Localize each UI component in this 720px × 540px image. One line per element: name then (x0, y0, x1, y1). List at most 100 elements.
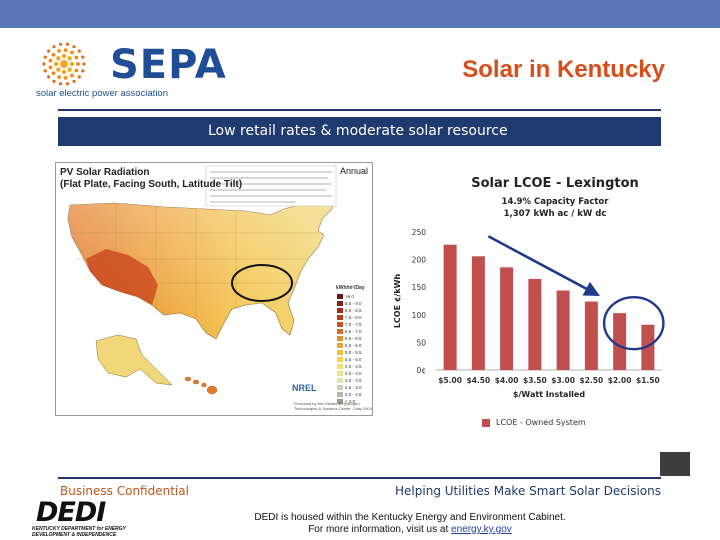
map-legend-label: 6.0 - 6.5 (345, 336, 362, 341)
kentucky-highlight-circle (231, 264, 293, 302)
map-legend-row: 8.0 - 8.5 (337, 307, 367, 314)
map-legend-row: 3.0 - 3.5 (337, 377, 367, 384)
lcoe-bar-chart: 0¢ 50 100 150 200 250 LCOE ¢/kWh $5.00 $4.50 $4.0… (393, 228, 665, 399)
bar-500 (443, 244, 457, 370)
map-title: PV Solar Radiation (Flat Plate, Facing S… (60, 167, 243, 190)
map-legend-swatch (337, 350, 343, 355)
x-axis-label: $/Watt Installed (513, 390, 585, 399)
map-legend-row: 6.5 - 7.0 (337, 328, 367, 335)
map-annual-label: Annual (339, 166, 368, 176)
map-legend-label: 2.5 - 3.0 (345, 385, 362, 390)
top-accent-bar (0, 0, 720, 28)
chart-title: Solar LCOE - Lexington (471, 176, 639, 191)
bottom-info-line2: For more information, visit us at energy… (308, 524, 512, 535)
map-legend-label: 4.5 - 5.0 (345, 357, 362, 362)
map-legend-swatch (337, 329, 343, 334)
x-tick-label: $5.00 (438, 376, 462, 385)
alaska-shape (95, 334, 173, 386)
map-legend-swatch (337, 392, 343, 397)
sun-icon (42, 42, 86, 86)
sepa-logo: SEPA solar electric power association (36, 40, 226, 102)
map-legend-row: < 2.0 (337, 398, 367, 405)
bar-250 (584, 301, 598, 370)
map-legend-swatch (337, 399, 343, 404)
low-cost-highlight-circle (602, 295, 665, 351)
solar-radiation-map: PV Solar Radiation (Flat Plate, Facing S… (55, 162, 373, 416)
bar-300 (556, 290, 570, 370)
energy-website-link[interactable]: energy.ky.gov (451, 524, 512, 535)
y-tick-label: 0¢ (416, 366, 426, 375)
map-legend-swatch (337, 357, 343, 362)
map-credit: Produced by the Electric & Hydrogen Tech… (294, 401, 372, 411)
dedi-wordmark: DEDI (36, 497, 106, 528)
chart-subtitle-capacity: 14.9% Capacity Factor (501, 197, 609, 207)
trend-arrow (487, 235, 600, 297)
map-legend-label: 8.5 - 9.0 (345, 301, 362, 306)
map-legend-label: 3.0 - 3.5 (345, 378, 362, 383)
x-tick-label: $2.50 (580, 376, 604, 385)
footer-divider (58, 477, 661, 479)
y-tick-label: 250 (412, 228, 427, 237)
map-legend-row: 4.5 - 5.0 (337, 356, 367, 363)
map-legend-row: 5.5 - 6.0 (337, 342, 367, 349)
map-legend-swatch (337, 315, 343, 320)
y-tick-label: 150 (412, 283, 427, 292)
y-tick-label: 100 (412, 311, 427, 320)
subtitle-banner: Low retail rates & moderate solar resour… (58, 117, 661, 146)
dedi-subtitle: KENTUCKY DEPARTMENT for ENERGY DEVELOPME… (32, 526, 126, 538)
map-legend-row: 3.5 - 4.0 (337, 370, 367, 377)
footer-confidential: Business Confidential (60, 484, 189, 498)
map-legend-label: 2.0 - 2.5 (345, 392, 362, 397)
legend-swatch (482, 418, 490, 427)
slide-title: Solar in Kentucky (462, 56, 665, 83)
map-legend-swatch (337, 308, 343, 313)
map-legend-row: 7.0 - 7.5 (337, 321, 367, 328)
bar-200 (613, 313, 627, 370)
logo-wordmark: SEPA (110, 42, 227, 88)
map-legend-swatch (337, 322, 343, 327)
x-tick-label: $4.00 (495, 376, 519, 385)
header-divider (58, 109, 661, 111)
map-legend-label: 7.0 - 7.5 (345, 322, 362, 327)
map-legend-label: 5.0 - 5.5 (345, 350, 362, 355)
map-legend-label: >9.0 (345, 294, 354, 299)
bar-450 (471, 256, 485, 370)
map-legend-swatch (337, 385, 343, 390)
map-legend-label: 5.5 - 6.0 (345, 343, 362, 348)
us-map-graphic (67, 165, 337, 395)
map-legend-label: 6.5 - 7.0 (345, 329, 362, 334)
slide-number-box (660, 452, 690, 476)
map-legend-row: 2.0 - 2.5 (337, 391, 367, 398)
x-tick-label: $2.00 (608, 376, 632, 385)
nrel-logo: NREL (292, 383, 317, 393)
bottom-info-line1: DEDI is housed within the Kentucky Energ… (254, 512, 566, 523)
x-tick-label: $3.50 (523, 376, 547, 385)
map-legend-swatch (337, 378, 343, 383)
map-legend-title: kWh/m²/Day (336, 285, 365, 291)
y-tick-label: 200 (412, 256, 427, 265)
map-legend-label: 8.0 - 8.5 (345, 308, 362, 313)
bottom-info: DEDI is housed within the Kentucky Energ… (215, 512, 605, 536)
legend-label: LCOE - Owned System (496, 418, 586, 427)
map-legend-swatch (337, 364, 343, 369)
x-tick-label: $1.50 (636, 376, 660, 385)
map-legend-label: 3.5 - 4.0 (345, 371, 362, 376)
y-tick-label: 50 (416, 338, 426, 347)
x-tick-label: $4.50 (467, 376, 491, 385)
map-legend-row: 4.0 - 4.5 (337, 363, 367, 370)
logo-tagline: solar electric power association (36, 88, 169, 99)
map-legend: >9.0 8.5 - 9.0 8.0 - 8.5 7.5 - 8.0 7.0 - 7.5… (337, 293, 367, 405)
footer-tagline: Helping Utilities Make Smart Solar Decis… (395, 484, 661, 498)
map-legend-label: 4.0 - 4.5 (345, 364, 362, 369)
map-legend-swatch (337, 301, 343, 306)
map-legend-row: 8.5 - 9.0 (337, 300, 367, 307)
hawaii-shape (184, 376, 218, 395)
bar-400 (500, 267, 514, 370)
map-legend-label: < 2.0 (345, 399, 356, 404)
southwest-high-region (86, 249, 158, 305)
chart-subtitle-kwh: 1,307 kWh ac / kW dc (503, 209, 607, 219)
map-legend-swatch (337, 294, 343, 299)
y-axis-label: LCOE ¢/kWh (393, 274, 402, 329)
dedi-logo: DEDI KENTUCKY DEPARTMENT for ENERGY DEVE… (26, 497, 151, 539)
map-legend-row: 6.0 - 6.5 (337, 335, 367, 342)
